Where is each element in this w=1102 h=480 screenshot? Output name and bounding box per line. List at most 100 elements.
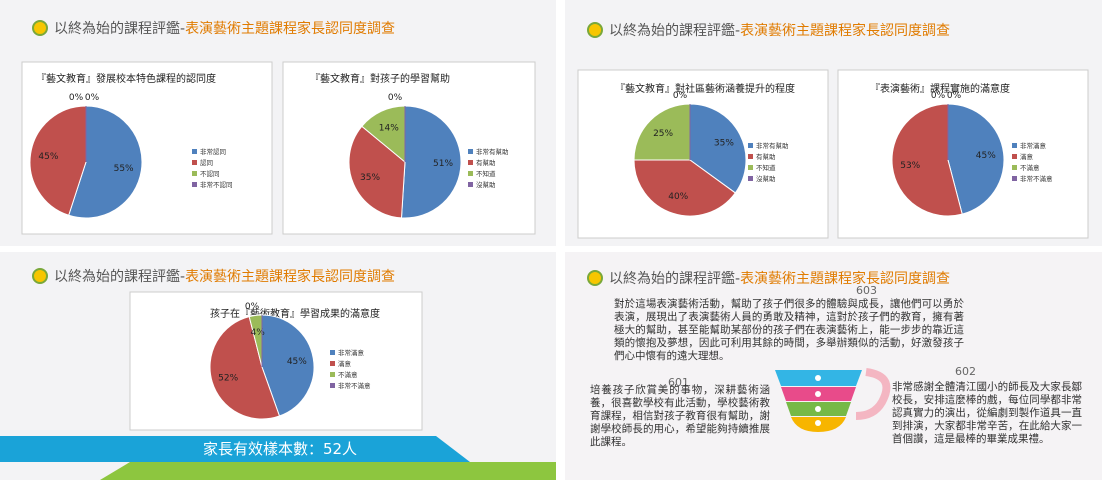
pie-slice [633, 159, 737, 217]
legend-label: 滿意 [1020, 152, 1034, 161]
legend-swatch [330, 383, 335, 388]
legend-label: 有幫助 [476, 158, 496, 167]
data-label: 0% [931, 91, 946, 101]
legend-swatch [192, 182, 197, 187]
pie-slice [209, 315, 281, 420]
legend-swatch [1012, 154, 1017, 159]
cup-graphic [775, 368, 891, 432]
chart-title: 『藝文教育』對社區藝術涵養提升的程度 [615, 82, 795, 95]
comment-text: 對於這場表演藝術活動，幫助了孩子們很多的體驗與成長，讓他們可以勇於表演，展現出了… [614, 298, 964, 362]
legend-swatch [192, 149, 197, 154]
legend-swatch [330, 361, 335, 366]
chart-title: 孩子在『藝術教育』學習成果的滿意度 [210, 307, 380, 320]
data-label: 0% [85, 93, 100, 103]
header-title: 表演藝術主題課程家長認同度調查 [740, 270, 950, 287]
data-label: 35% [360, 173, 380, 183]
slide-bg [565, 252, 1102, 480]
legend-label: 滿意 [338, 359, 352, 368]
legend-swatch [468, 182, 473, 187]
footer: 家長有效樣本數：52人 [203, 440, 357, 458]
header-prefix: 以終為始的課程評鑑- [609, 270, 740, 287]
header-icon [587, 270, 603, 286]
pie-slice [29, 105, 87, 216]
comment-text: 非常感謝全體清江國小的師長及大家長鄒校長，安排這麼棒的戲，每位同學都非常認真實力… [892, 381, 1082, 445]
data-label: 0% [673, 91, 688, 101]
pie-slice [891, 103, 963, 217]
legend-swatch [748, 143, 753, 148]
header: 以終為始的課程評鑑-表演藝術主題課程家長認同度調查 [609, 22, 950, 39]
pie-slice [947, 103, 1005, 215]
chart-title: 『藝文教育』對孩子的學習幫助 [310, 72, 450, 85]
header-icon [32, 268, 48, 284]
legend-label: 有幫助 [756, 152, 776, 161]
comment-id: 602 [955, 365, 976, 378]
legend-label: 沒幫助 [756, 174, 776, 183]
legend-label: 非常認同 [200, 147, 226, 156]
legend-swatch [468, 160, 473, 165]
legend-label: 非常不滿意 [1020, 174, 1053, 183]
banner [100, 462, 556, 480]
legend-label: 不滿意 [1020, 163, 1040, 172]
data-label: 45% [38, 152, 58, 162]
data-label: 51% [433, 159, 453, 169]
legend-label: 非常有幫助 [756, 141, 789, 150]
legend-swatch [330, 350, 335, 355]
legend-swatch [192, 160, 197, 165]
pie-slice [348, 125, 406, 219]
chart-title: 『藝文教育』發展校本特色課程的認同度 [36, 72, 216, 85]
pie-slice [689, 103, 747, 194]
header-icon [587, 22, 603, 38]
header-title: 表演藝術主題課程家長認同度調查 [185, 20, 395, 37]
data-label: 0% [947, 91, 962, 101]
legend-label: 不滿意 [338, 370, 358, 379]
legend-label: 非常滿意 [338, 348, 365, 357]
legend-swatch [468, 149, 473, 154]
legend-swatch [192, 171, 197, 176]
legend-label: 不知道 [756, 163, 776, 172]
legend-swatch [1012, 143, 1017, 148]
header-prefix: 以終為始的課程評鑑- [609, 22, 740, 39]
legend-label: 沒幫助 [476, 180, 496, 189]
data-label: 45% [287, 357, 307, 367]
header-icon [32, 20, 48, 36]
legend-swatch [468, 171, 473, 176]
data-label: 40% [668, 192, 688, 202]
legend-swatch [748, 154, 753, 159]
data-label: 0% [69, 93, 84, 103]
legend-swatch [748, 176, 753, 181]
data-label: 14% [379, 124, 399, 134]
legend-label: 不認同 [200, 169, 220, 178]
legend-label: 非常有幫助 [476, 147, 509, 156]
banner [0, 436, 470, 462]
chart-title: 『表演藝術』課程實施的滿意度 [870, 82, 1010, 95]
legend-label: 非常滿意 [1020, 141, 1047, 150]
pie-slice [400, 105, 462, 219]
data-label: 0% [245, 302, 260, 312]
legend-label: 非常不認同 [200, 180, 233, 189]
header-prefix: 以終為始的課程評鑑- [54, 20, 185, 37]
data-label: 53% [900, 161, 920, 171]
legend-swatch [1012, 165, 1017, 170]
legend-label: 不知道 [476, 169, 496, 178]
legend-swatch [1012, 176, 1017, 181]
header: 以終為始的課程評鑑-表演藝術主題課程家長認同度調查 [54, 268, 395, 285]
header: 以終為始的課程評鑑-表演藝術主題課程家長認同度調查 [609, 270, 950, 287]
legend-label: 非常不滿意 [338, 381, 371, 390]
comment-id: 601 [668, 376, 689, 389]
header-title: 表演藝術主題課程家長認同度調查 [740, 22, 950, 39]
legend-swatch [330, 372, 335, 377]
data-label: 52% [218, 373, 238, 383]
legend-label: 認同 [200, 158, 213, 167]
legend-swatch [748, 165, 753, 170]
data-label: 45% [976, 151, 996, 161]
data-label: 0% [388, 93, 403, 103]
header: 以終為始的課程評鑑-表演藝術主題課程家長認同度調查 [54, 20, 395, 37]
pie-slice [633, 103, 691, 161]
header-title: 表演藝術主題課程家長認同度調查 [185, 268, 395, 285]
comment-text: 培養孩子欣賞美的事物，深耕藝術涵養，很喜歡學校有此活動，學校藝術教育課程，相信對… [590, 384, 770, 448]
data-label: 4% [250, 328, 265, 338]
data-label: 25% [653, 129, 673, 139]
comment-id: 603 [856, 284, 877, 297]
